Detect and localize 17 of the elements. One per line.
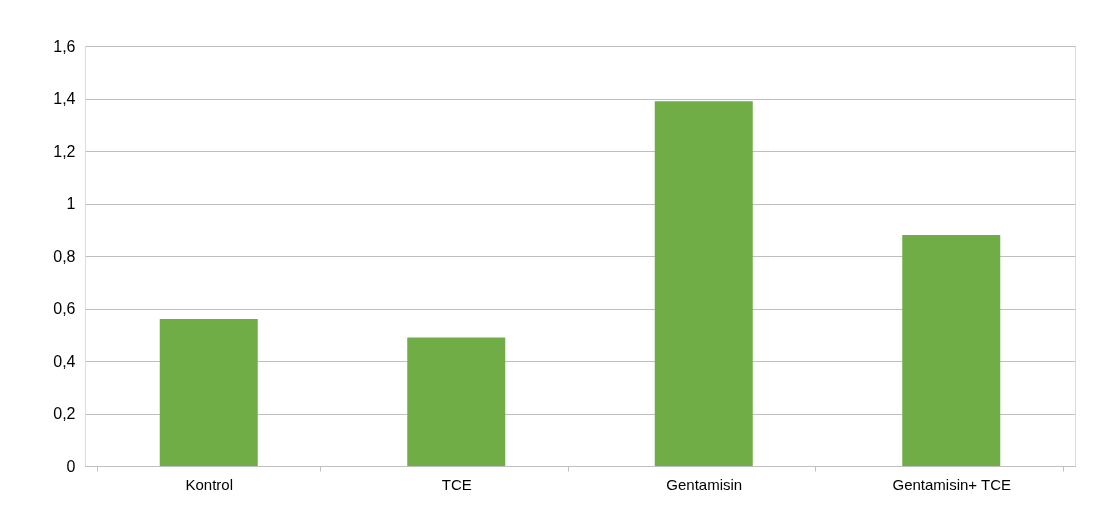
- bar: [654, 101, 753, 466]
- y-tick-label: 0,8: [53, 247, 76, 265]
- y-tick-label: 0,6: [53, 300, 76, 317]
- y-tick-label: 1,6: [53, 37, 76, 55]
- y-tick-label: 0,2: [53, 405, 76, 422]
- bar: [902, 235, 1001, 466]
- x-tick-label: TCE: [441, 475, 472, 493]
- bar: [407, 337, 506, 466]
- y-tick-label: 1: [66, 195, 76, 212]
- y-tick-label: 0,4: [53, 352, 76, 370]
- y-tick-label: 1,4: [53, 90, 76, 107]
- x-tick-label: Gentamisin+ TCE: [892, 475, 1012, 493]
- bar: [159, 319, 258, 466]
- y-tick-label: 1,2: [53, 142, 76, 160]
- x-tick-label: Gentamisin: [666, 475, 743, 493]
- y-tick-label: 0: [66, 457, 76, 475]
- x-tick-label: Kontrol: [185, 475, 234, 493]
